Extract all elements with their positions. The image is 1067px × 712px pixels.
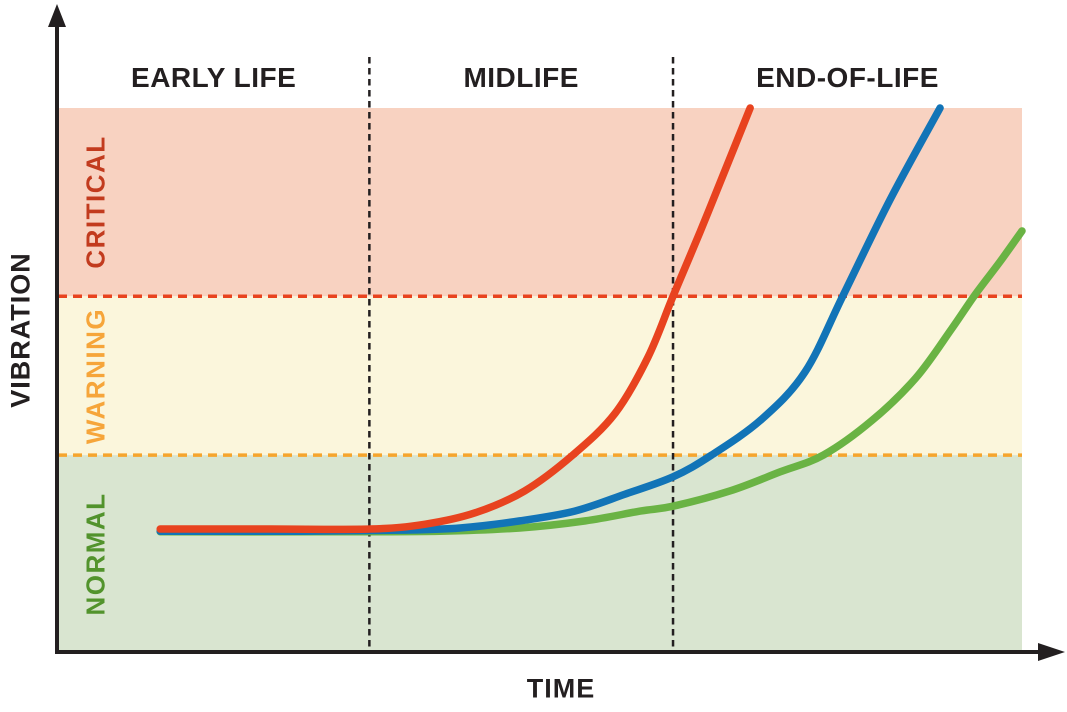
fast-degradation-curve [156, 104, 754, 534]
phase-label-early-life: EARLY LIFE [131, 62, 297, 93]
y-axis-label: VIBRATION [5, 252, 36, 408]
zone-label-normal: NORMAL [80, 491, 111, 616]
phase-label-midlife: MIDLIFE [463, 62, 579, 93]
x-axis-arrow-icon [1038, 643, 1065, 661]
band-critical [58, 108, 1022, 297]
zone-label-critical: CRITICAL [80, 135, 111, 269]
band-warning [58, 296, 1022, 456]
y-axis-arrow-icon [48, 4, 66, 27]
band-normal [58, 455, 1022, 652]
x-axis-label: TIME [526, 673, 596, 704]
zone-label-warning: WARNING [80, 307, 111, 444]
phase-label-end-of-life: END-OF-LIFE [756, 62, 939, 93]
